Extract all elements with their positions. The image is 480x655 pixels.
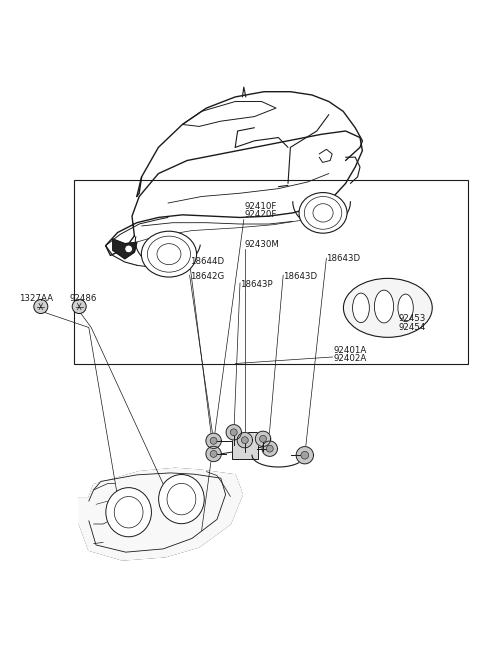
Ellipse shape (344, 278, 432, 337)
Circle shape (210, 438, 217, 444)
Ellipse shape (147, 236, 191, 272)
Ellipse shape (106, 487, 152, 537)
Polygon shape (226, 424, 241, 440)
Text: 92430M: 92430M (245, 240, 280, 250)
Circle shape (241, 437, 248, 443)
Circle shape (266, 445, 273, 452)
Ellipse shape (398, 294, 413, 322)
Text: 18644D: 18644D (190, 257, 224, 267)
Circle shape (210, 451, 217, 457)
Circle shape (72, 299, 86, 314)
Polygon shape (255, 431, 271, 447)
Circle shape (125, 245, 132, 253)
Circle shape (230, 429, 237, 436)
Text: 92402A: 92402A (334, 354, 367, 364)
Ellipse shape (167, 483, 196, 515)
Text: 18643D: 18643D (326, 253, 360, 263)
Text: 18643D: 18643D (283, 272, 317, 281)
Text: 1327AA: 1327AA (19, 293, 53, 303)
Circle shape (260, 436, 266, 442)
Polygon shape (206, 433, 221, 449)
Polygon shape (79, 468, 242, 560)
Polygon shape (296, 447, 313, 464)
Bar (74, 180, 468, 364)
Ellipse shape (374, 290, 394, 323)
Text: 18642G: 18642G (190, 272, 224, 281)
Circle shape (301, 451, 309, 459)
Circle shape (34, 299, 48, 314)
Ellipse shape (299, 193, 347, 233)
Ellipse shape (352, 293, 369, 322)
Ellipse shape (141, 231, 196, 277)
Ellipse shape (158, 474, 204, 524)
Ellipse shape (304, 196, 342, 229)
Text: 92420F: 92420F (245, 210, 277, 219)
Polygon shape (262, 441, 277, 457)
Text: 92453: 92453 (398, 314, 426, 324)
Text: 92401A: 92401A (334, 346, 367, 355)
Text: 18643P: 18643P (240, 280, 273, 290)
Text: 92410F: 92410F (245, 202, 277, 211)
Ellipse shape (157, 244, 181, 265)
Ellipse shape (114, 496, 143, 528)
Text: 92486: 92486 (70, 293, 97, 303)
Ellipse shape (313, 204, 333, 222)
Polygon shape (237, 432, 252, 448)
Bar (231, 432, 258, 458)
Text: 92454: 92454 (398, 323, 426, 332)
Polygon shape (113, 239, 137, 259)
Polygon shape (206, 446, 221, 462)
